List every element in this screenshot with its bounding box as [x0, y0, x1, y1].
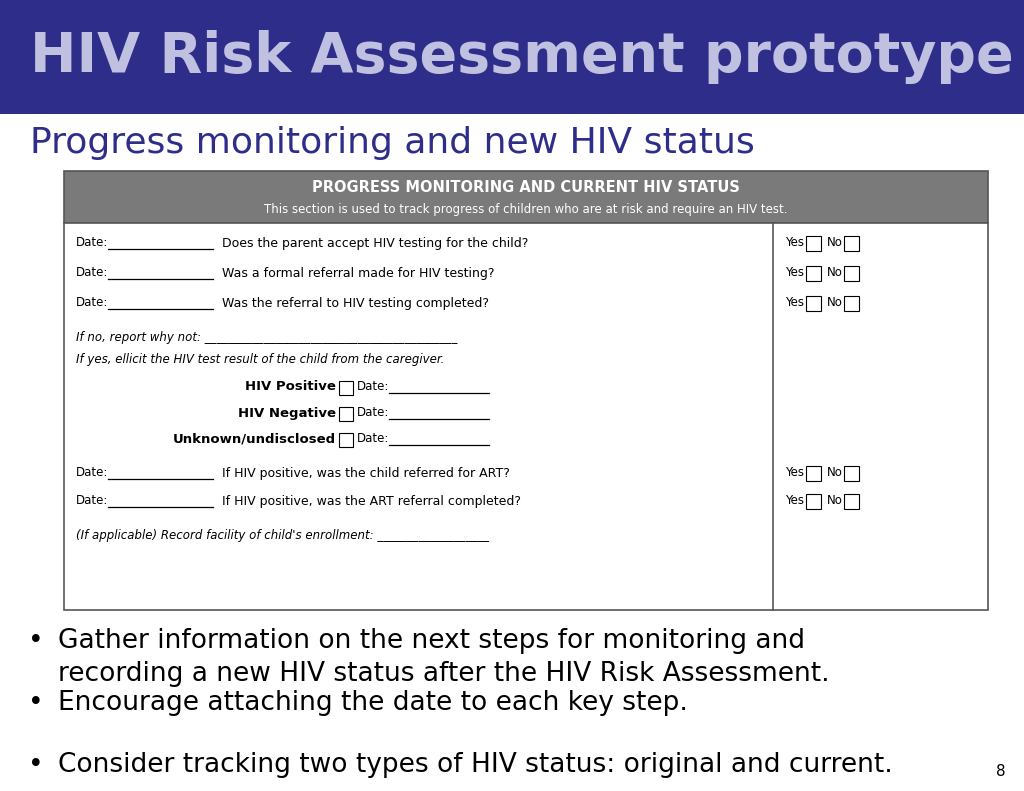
Text: Gather information on the next steps for monitoring and
recording a new HIV stat: Gather information on the next steps for…	[58, 628, 829, 687]
Text: Progress monitoring and new HIV status: Progress monitoring and new HIV status	[30, 126, 755, 160]
Text: Date:: Date:	[357, 380, 389, 393]
Bar	[339, 381, 353, 395]
Text: Yes: Yes	[785, 267, 804, 279]
Bar	[844, 494, 859, 509]
Text: Yes: Yes	[785, 237, 804, 249]
Text: Date:: Date:	[76, 494, 109, 508]
Text: •: •	[28, 690, 44, 716]
Bar	[844, 466, 859, 481]
Text: No: No	[827, 494, 843, 508]
Text: If HIV positive, was the child referred for ART?: If HIV positive, was the child referred …	[222, 467, 510, 479]
Text: If HIV positive, was the ART referral completed?: If HIV positive, was the ART referral co…	[222, 494, 521, 508]
Bar	[339, 433, 353, 447]
Text: Does the parent accept HIV testing for the child?: Does the parent accept HIV testing for t…	[222, 237, 528, 249]
Text: If no, report why not: ___________________________________________: If no, report why not: _________________…	[76, 331, 458, 343]
Text: Consider tracking two types of HIV status: original and current.: Consider tracking two types of HIV statu…	[58, 752, 893, 778]
Bar	[339, 407, 353, 421]
Text: If yes, ellicit the HIV test result of the child from the caregiver.: If yes, ellicit the HIV test result of t…	[76, 353, 444, 365]
Text: Yes: Yes	[785, 494, 804, 508]
Bar	[844, 236, 859, 251]
Bar	[844, 266, 859, 281]
Text: No: No	[827, 467, 843, 479]
Text: Encourage attaching the date to each key step.: Encourage attaching the date to each key…	[58, 690, 688, 716]
Bar	[806, 466, 821, 481]
Text: Unknown/undisclosed: Unknown/undisclosed	[173, 433, 336, 445]
Text: (If applicable) Record facility of child's enrollment: ___________________: (If applicable) Record facility of child…	[76, 528, 489, 542]
Text: Was the referral to HIV testing completed?: Was the referral to HIV testing complete…	[222, 297, 489, 309]
Text: HIV Risk Assessment prototype: HIV Risk Assessment prototype	[30, 30, 1014, 84]
Text: Was a formal referral made for HIV testing?: Was a formal referral made for HIV testi…	[222, 267, 495, 279]
Text: PROGRESS MONITORING AND CURRENT HIV STATUS: PROGRESS MONITORING AND CURRENT HIV STAT…	[312, 180, 740, 195]
Text: •: •	[28, 752, 44, 778]
Bar	[63, 223, 988, 610]
Text: 8: 8	[996, 764, 1006, 779]
Text: Date:: Date:	[76, 467, 109, 479]
Bar	[806, 236, 821, 251]
Text: No: No	[827, 297, 843, 309]
Text: Date:: Date:	[76, 297, 109, 309]
Text: Date:: Date:	[357, 433, 389, 445]
Text: HIV Negative: HIV Negative	[238, 407, 336, 419]
Bar	[844, 296, 859, 311]
Bar	[806, 494, 821, 509]
Text: Date:: Date:	[76, 267, 109, 279]
Bar	[0, 0, 1024, 114]
Text: •: •	[28, 628, 44, 654]
Bar	[806, 296, 821, 311]
Text: This section is used to track progress of children who are at risk and require a: This section is used to track progress o…	[264, 202, 787, 215]
Text: Yes: Yes	[785, 467, 804, 479]
Text: HIV Positive: HIV Positive	[245, 380, 336, 393]
Text: No: No	[827, 237, 843, 249]
Text: No: No	[827, 267, 843, 279]
Text: Date:: Date:	[76, 237, 109, 249]
Bar	[806, 266, 821, 281]
Bar	[63, 171, 988, 223]
Text: Date:: Date:	[357, 407, 389, 419]
Text: Yes: Yes	[785, 297, 804, 309]
